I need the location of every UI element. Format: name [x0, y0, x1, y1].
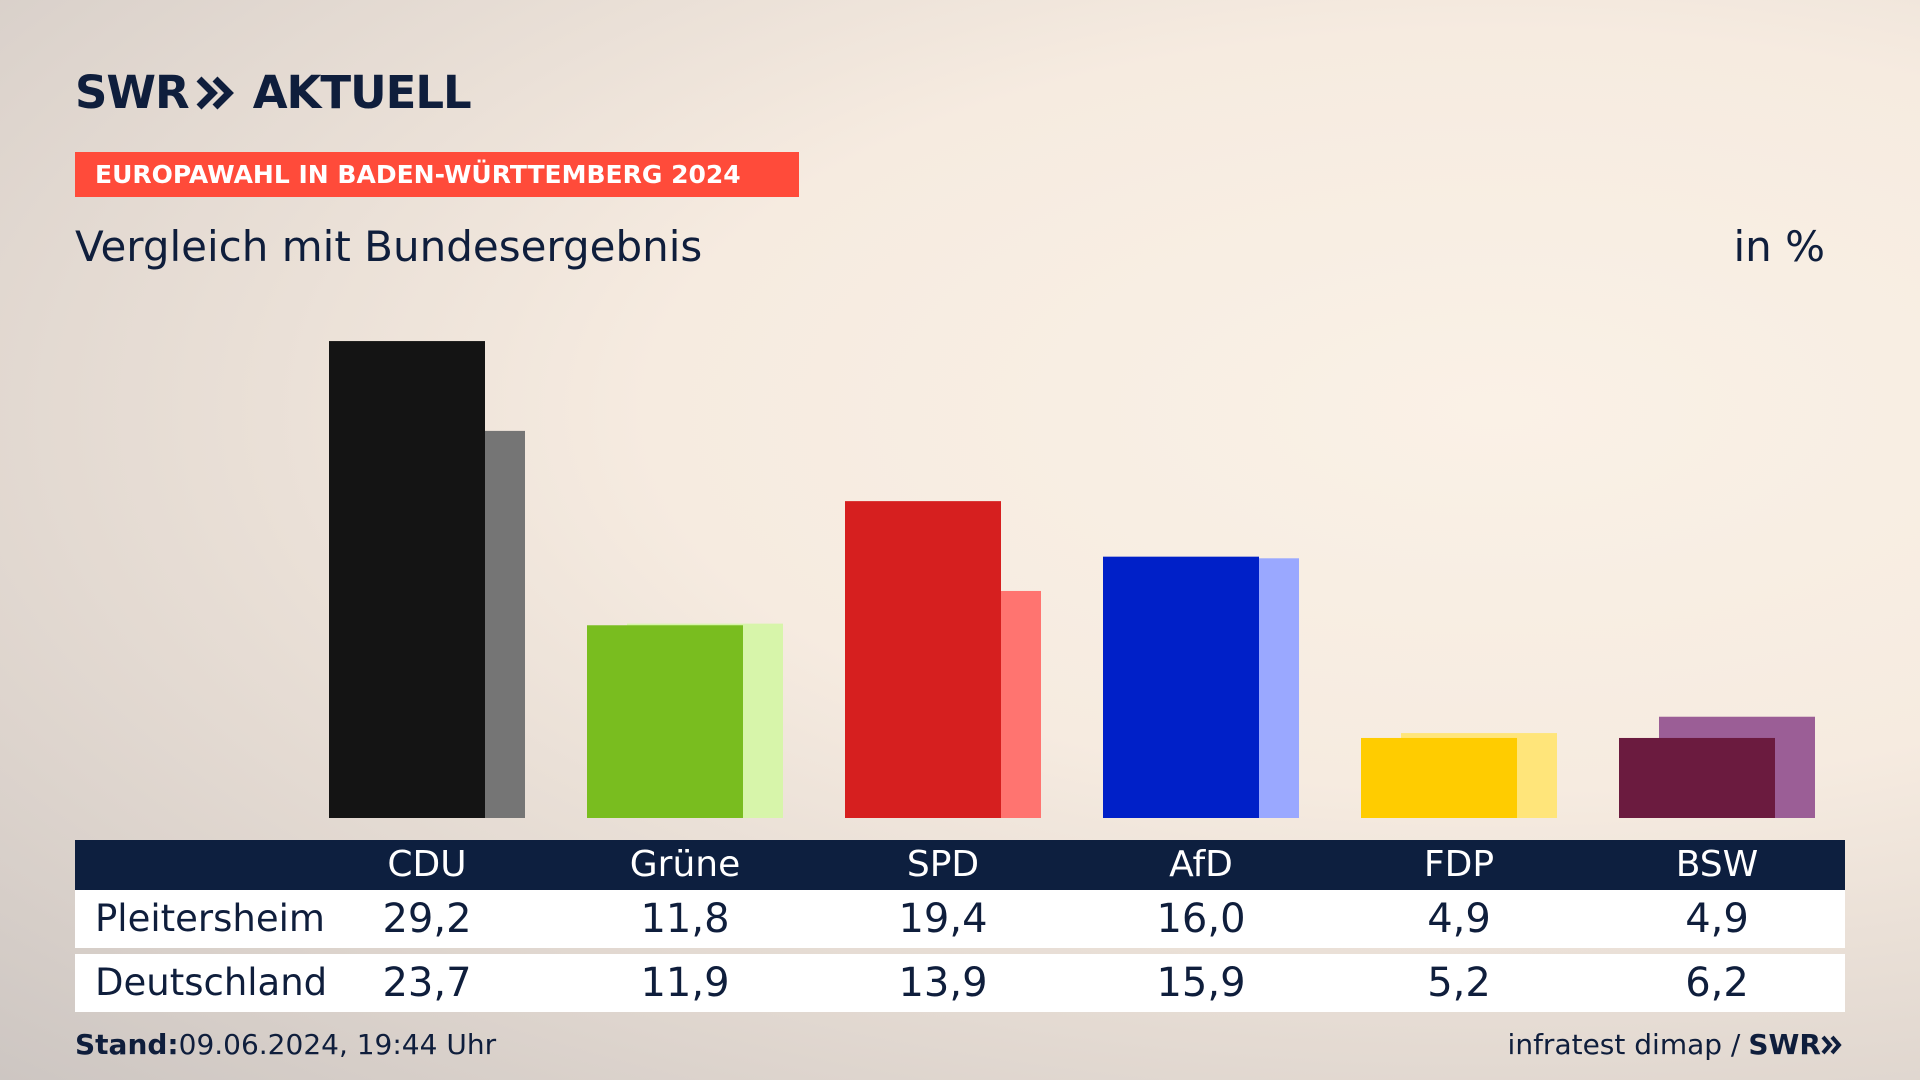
table-cell: 13,9 [898, 960, 988, 1006]
table-cell: 19,4 [898, 896, 988, 942]
column-header-spd: SPD [906, 844, 980, 885]
timestamp: Stand:09.06.2024, 19:44 Uhr [75, 1028, 496, 1061]
table-cell: 11,9 [640, 960, 730, 1006]
swr-chevrons-small-icon [1821, 1035, 1842, 1054]
column-header-afd: AfD [1169, 844, 1233, 885]
column-header-grüne: Grüne [629, 844, 741, 885]
table-header: CDU Grüne SPD AfD FDP BSW [75, 840, 1845, 890]
election-banner: EUROPAWAHL IN BADEN-WÜRTTEMBERG 2024 [75, 152, 799, 197]
chart-subtitle: Vergleich mit Bundesergebnis [75, 222, 703, 271]
source-credit: infratest dimap / SWR [1508, 1028, 1845, 1061]
bar-spd-pleitersheim [845, 501, 1001, 818]
row-label: Pleitersheim [95, 897, 325, 940]
table-cell: 4,9 [1685, 896, 1749, 942]
swr-chevrons-icon [196, 76, 234, 109]
logo-text-swr: SWR [75, 66, 190, 119]
bar-fdp-pleitersheim [1361, 737, 1517, 818]
table-row: Deutschland 23,7 11,9 13,9 15,9 5,2 6,2 [75, 954, 1845, 1012]
results-table: CDU Grüne SPD AfD FDP BSW Pleitersheim 29,2 11,… [75, 840, 1845, 1012]
row-label: Deutschland [95, 961, 328, 1004]
table-cell: 4,9 [1427, 896, 1491, 942]
table-row: Pleitersheim 29,2 11,8 19,4 16,0 4,9 4,9 [75, 890, 1845, 948]
stand-label: Stand: [75, 1028, 179, 1061]
table-cell: 29,2 [382, 896, 472, 942]
swr-logo-text: SWR [1748, 1028, 1821, 1061]
table-cell: 5,2 [1427, 960, 1491, 1006]
column-header-cdu: CDU [387, 844, 467, 885]
bar-chart [329, 341, 1815, 818]
table-cell: 11,8 [640, 896, 730, 942]
bar-bsw-pleitersheim [1619, 737, 1775, 818]
swr-aktuell-logo: SWR AKTUELL [75, 66, 472, 119]
column-header-bsw: BSW [1675, 844, 1759, 885]
bar-cdu-pleitersheim [329, 341, 485, 818]
source-text: infratest dimap / [1507, 1028, 1741, 1061]
unit-label: in % [1733, 222, 1825, 271]
column-header-fdp: FDP [1423, 844, 1495, 885]
table-cell: 16,0 [1156, 896, 1246, 942]
swr-logo-small: SWR [1748, 1028, 1845, 1061]
logo-text-aktuell: AKTUELL [252, 66, 472, 119]
table-cell: 23,7 [382, 960, 472, 1006]
table-cell: 15,9 [1156, 960, 1246, 1006]
stand-value: 09.06.2024, 19:44 Uhr [178, 1028, 497, 1061]
bar-grüne-pleitersheim [587, 625, 743, 818]
table-cell: 6,2 [1685, 960, 1749, 1006]
bar-afd-pleitersheim [1103, 556, 1259, 818]
